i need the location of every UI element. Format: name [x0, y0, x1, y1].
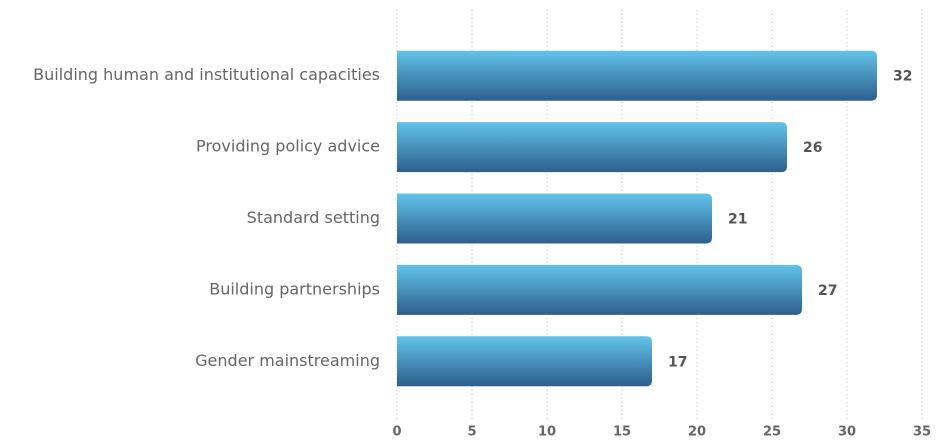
x-tick-label: 0 [392, 425, 401, 440]
category-label: Building partnerships [209, 279, 380, 298]
category-label: Gender mainstreaming [195, 351, 380, 370]
x-tick-label: 10 [538, 425, 556, 440]
x-tick-label: 5 [467, 425, 476, 440]
value-label: 17 [668, 354, 687, 370]
x-tick-label: 25 [763, 425, 781, 440]
bar [397, 122, 787, 173]
category-label: Building human and institutional capacit… [33, 65, 380, 84]
x-tick-label: 35 [913, 425, 931, 440]
category-label: Providing policy advice [196, 137, 380, 156]
category-label: Standard setting [247, 208, 380, 227]
bar [397, 193, 712, 244]
value-label: 32 [893, 69, 912, 85]
value-label: 26 [803, 140, 822, 156]
bar [397, 50, 877, 101]
x-tick-label: 15 [613, 425, 631, 440]
x-tick-label: 20 [688, 425, 706, 440]
value-label: 21 [728, 212, 747, 228]
bar [397, 336, 652, 387]
value-label: 27 [818, 283, 837, 299]
x-tick-label: 30 [838, 425, 856, 440]
bar [397, 264, 802, 315]
